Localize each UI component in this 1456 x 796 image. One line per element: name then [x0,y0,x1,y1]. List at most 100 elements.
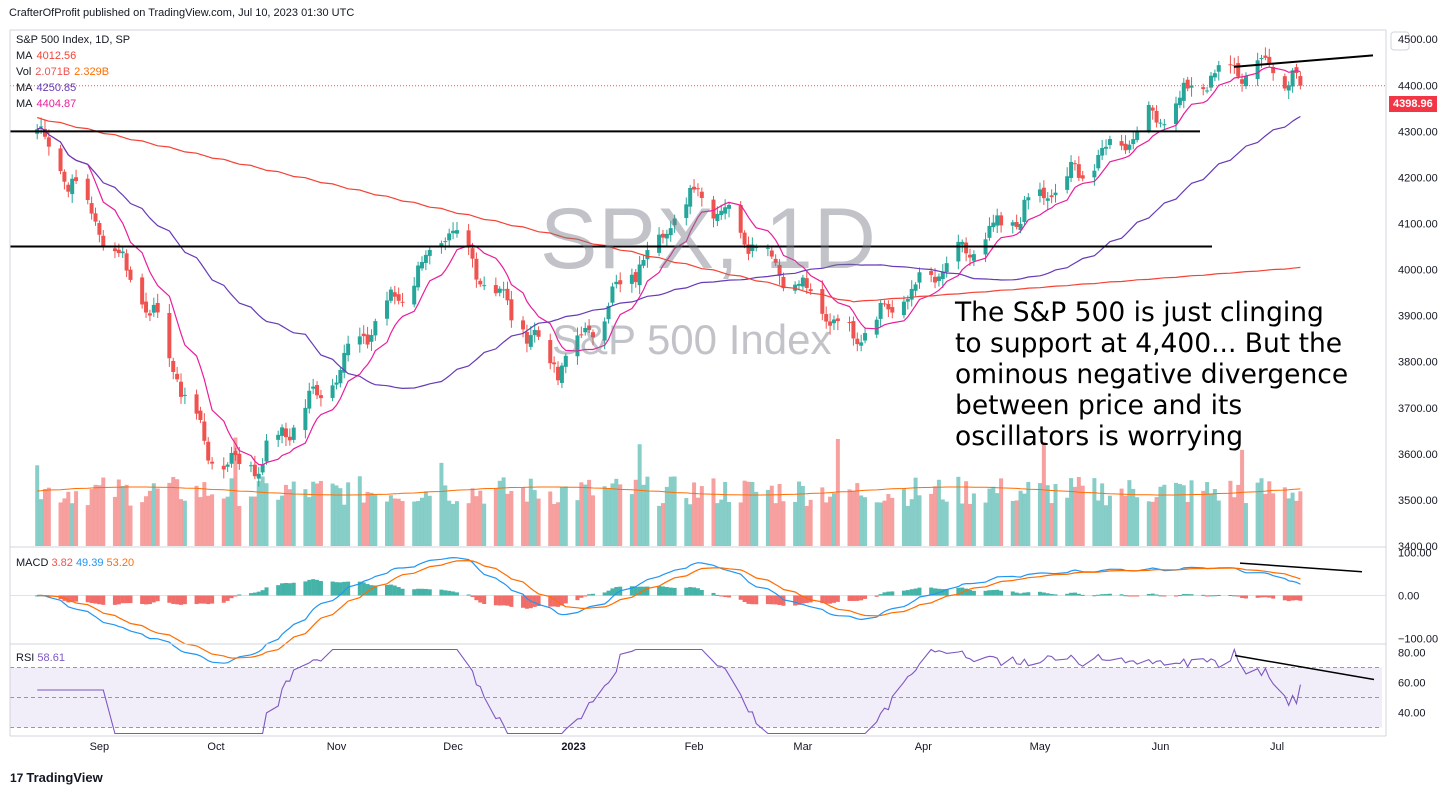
macd-histogram-bar [221,595,226,603]
macd-histogram-bar [556,595,561,607]
tradingview-footer[interactable]: 17 TradingView [10,770,103,785]
macd-histogram-bar [1092,595,1097,597]
volume-bar [1150,501,1155,546]
macd-histogram-bar [1243,595,1248,599]
candle-body [968,254,973,258]
macd-histogram-bar [280,583,285,596]
candle-body [559,365,564,383]
legend-ma3-row[interactable]: MA 4404.87 [16,96,80,112]
macd-legend[interactable]: MACD 3.82 49.39 53.20 [16,557,134,569]
candle-body [280,427,285,436]
macd-histogram-bar [1076,593,1081,596]
macd-histogram-bar [93,595,98,604]
volume-bar [591,495,596,546]
macd-histogram-bar [688,587,693,596]
volume-bar [287,489,292,546]
volume-bar [610,483,615,546]
macd-line-value: 49.39 [75,557,104,569]
candle-body [552,362,557,365]
candle-body [579,334,584,336]
legend-title-row[interactable]: S&P 500 Index, 1D, SP [16,32,134,48]
volume-bar [1018,490,1023,546]
candle-body [1146,104,1151,131]
macd-tick-label: −100.00 [1398,634,1438,646]
macd-histogram-bar [859,595,864,601]
candle-body [171,360,176,372]
macd-histogram-bar [1205,595,1210,597]
volume-bar [303,489,308,546]
volume-bar [556,502,561,546]
macd-histogram-bar [602,592,607,596]
candle-body [1267,56,1272,64]
macd-histogram-bar [1131,595,1136,597]
volume-bar [454,501,459,546]
volume-bar [392,498,397,546]
candle-body [334,382,339,385]
macd-histogram-bar [1259,595,1264,598]
volume-bar [1271,493,1276,546]
volume-bar [711,478,716,546]
macd-histogram-bar [521,595,526,608]
volume-bar [264,483,269,546]
candle-body [1181,82,1186,101]
legend-vol-ma: 2.329B [74,66,110,78]
macd-histogram-bar [929,587,934,596]
volume-bar [575,500,580,546]
candle-body [738,204,743,233]
volume-bar [1049,503,1054,546]
macd-histogram-bar [171,595,176,604]
legend-vol-row[interactable]: Vol 2.071B 2.329B [16,64,113,80]
volume-bar [1255,482,1260,546]
macd-histogram-bar [723,595,728,597]
candle-body [1240,79,1245,84]
macd-histogram-bar [964,588,969,596]
volume-bar [641,484,646,546]
macd-histogram-bar [1154,594,1159,596]
candle-body [723,207,728,214]
volume-bar [956,476,961,546]
volume-bar [1298,491,1303,546]
volume-bar [804,505,809,546]
legend-ma2-row[interactable]: MA 4250.85 [16,80,80,96]
macd-histogram-bar [614,586,619,596]
candle-body [248,465,253,467]
volume-bar [373,494,378,546]
candle-body [901,301,906,316]
macd-histogram-bar [773,595,778,605]
candle-body [765,247,770,249]
candle-body [999,215,1004,226]
volume-bar [291,481,296,546]
volume-bar [229,478,234,546]
candle-body [140,277,145,305]
candle-body [1236,63,1241,77]
macd-histogram-bar [917,587,922,596]
legend-ma1-row[interactable]: MA 4012.56 [16,48,80,64]
volume-bar [93,484,98,546]
macd-histogram-bar [913,588,918,596]
candle-body [960,241,965,245]
rsi-legend[interactable]: RSI 58.61 [16,652,65,664]
macd-histogram-bar [905,590,910,596]
candle-body [147,313,152,316]
volume-bar [1216,500,1221,546]
candle-body [155,302,160,313]
volume-bar [198,497,203,546]
volume-bar [1076,476,1081,546]
volume-bar [357,476,362,546]
volume-bar [521,487,526,546]
candle-body [39,126,44,128]
legend-ma2-value: 4250.85 [36,82,77,94]
volume-bar [750,481,755,546]
candle-body [964,242,969,254]
candle-body [264,440,269,462]
volume-bar [552,504,557,546]
candle-body [89,203,94,214]
candle-body [120,251,125,254]
time-tick-label: Apr [915,741,932,753]
macd-histogram-bar [505,595,510,606]
volume-bar [400,501,405,546]
volume-bar [618,484,623,546]
candle-body [85,178,90,201]
volume-bar [548,491,553,546]
